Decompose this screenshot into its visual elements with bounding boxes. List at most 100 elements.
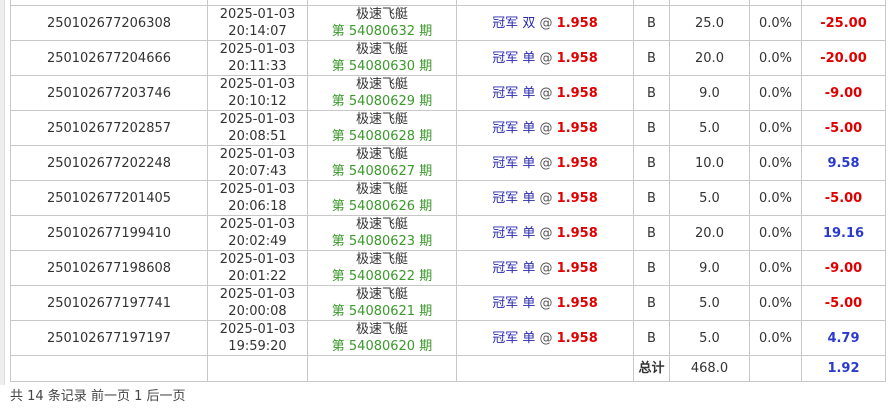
bet-time: 2025-01-03 20:00:08 [207, 285, 308, 321]
record-count: 共 14 条记录 [10, 389, 87, 404]
bet-clock: 20:14:07 [228, 24, 287, 39]
order-id: 250102677201405 [10, 180, 208, 216]
at-sign: @ [539, 260, 553, 276]
side: B [633, 215, 670, 251]
game-name: 极速飞艇 [355, 217, 408, 232]
bet-clock: 20:11:33 [228, 59, 287, 74]
bet-time: 2025-01-03 20:06:18 [207, 180, 308, 216]
amount: 5.0 [669, 285, 750, 321]
bet-clock: 20:01:22 [228, 269, 287, 284]
prev-page-link[interactable]: 前一页 [90, 389, 130, 404]
side: B [633, 320, 670, 356]
bet-type: 冠军 [492, 190, 519, 206]
bet-type: 冠军 [492, 155, 519, 171]
total-row: 总计 468.0 1.92 [10, 355, 886, 382]
game-cell: 极速飞艇第 54080630 期 [307, 40, 457, 76]
bet-pick: 单 [522, 155, 536, 171]
bet-type: 冠军 [492, 330, 519, 346]
bet-type: 冠军 [492, 15, 519, 31]
current-page[interactable]: 1 [134, 389, 143, 404]
result: 4.79 [801, 320, 886, 356]
bet-time: 2025-01-03 20:01:22 [207, 250, 308, 286]
bet-date: 2025-01-03 [219, 7, 296, 22]
bet-clock: 20:08:51 [228, 129, 287, 144]
side: B [633, 250, 670, 286]
bet-clock: 20:10:12 [228, 94, 287, 109]
table-row: 250102677202248 2025-01-03 20:07:43 极速飞艇第… [10, 145, 886, 181]
period: 第 54080620 期 [331, 339, 433, 354]
result: -9.00 [801, 75, 886, 111]
side: B [633, 110, 670, 146]
game-cell: 极速飞艇第 54080621 期 [307, 285, 457, 321]
rebate: 0.0% [749, 180, 802, 216]
period: 第 54080626 期 [331, 199, 433, 214]
odds: 1.958 [556, 225, 598, 241]
order-id: 250102677202248 [10, 145, 208, 181]
bet-type: 冠军 [492, 260, 519, 276]
order-id: 250102677198608 [10, 250, 208, 286]
bet-clock: 19:59:20 [228, 339, 287, 354]
period: 第 54080627 期 [331, 164, 433, 179]
side: B [633, 180, 670, 216]
at-sign: @ [539, 225, 553, 241]
game-cell: 极速飞艇第 54080627 期 [307, 145, 457, 181]
result: 9.58 [801, 145, 886, 181]
left-edge [0, 0, 5, 385]
game-cell: 极速飞艇第 54080632 期 [307, 5, 457, 41]
bet-content: 冠军 单 @ 1.958 [456, 110, 634, 146]
odds: 1.958 [556, 295, 598, 311]
at-sign: @ [539, 85, 553, 101]
game-name: 极速飞艇 [355, 322, 408, 337]
bet-time: 2025-01-03 19:59:20 [207, 320, 308, 356]
game-cell: 极速飞艇第 54080626 期 [307, 180, 457, 216]
amount: 5.0 [669, 180, 750, 216]
table-row: 250102677202857 2025-01-03 20:08:51 极速飞艇第… [10, 110, 886, 146]
result: -5.00 [801, 180, 886, 216]
bet-content: 冠军 单 @ 1.958 [456, 285, 634, 321]
side: B [633, 75, 670, 111]
period: 第 54080632 期 [331, 24, 433, 39]
rebate: 0.0% [749, 75, 802, 111]
period: 第 54080622 期 [331, 269, 433, 284]
game-name: 极速飞艇 [355, 252, 408, 267]
bet-type: 冠军 [492, 85, 519, 101]
bet-time: 2025-01-03 20:10:12 [207, 75, 308, 111]
game-name: 极速飞艇 [355, 182, 408, 197]
game-cell: 极速飞艇第 54080629 期 [307, 75, 457, 111]
next-page-link[interactable]: 后一页 [146, 389, 186, 404]
rebate: 0.0% [749, 250, 802, 286]
bet-type: 冠军 [492, 120, 519, 136]
amount: 5.0 [669, 320, 750, 356]
bet-pick: 单 [522, 120, 536, 136]
bet-date: 2025-01-03 [219, 77, 296, 92]
bet-records-table: 250102677206308 2025-01-03 20:14:07 极速飞艇第… [10, 0, 886, 382]
bet-content: 冠军 单 @ 1.958 [456, 250, 634, 286]
bet-time: 2025-01-03 20:02:49 [207, 215, 308, 251]
total-amount: 468.0 [669, 355, 750, 382]
table-row: 250102677201405 2025-01-03 20:06:18 极速飞艇第… [10, 180, 886, 216]
amount: 20.0 [669, 215, 750, 251]
order-id: 250102677204666 [10, 40, 208, 76]
order-id: 250102677197197 [10, 320, 208, 356]
bet-pick: 单 [522, 260, 536, 276]
bet-content: 冠军 单 @ 1.958 [456, 75, 634, 111]
total-result: 1.92 [801, 355, 886, 382]
bet-time: 2025-01-03 20:14:07 [207, 5, 308, 41]
table-row: 250102677204666 2025-01-03 20:11:33 极速飞艇第… [10, 40, 886, 76]
period: 第 54080623 期 [331, 234, 433, 249]
order-id: 250102677202857 [10, 110, 208, 146]
bet-type: 冠军 [492, 225, 519, 241]
rebate: 0.0% [749, 285, 802, 321]
amount: 5.0 [669, 110, 750, 146]
bet-pick: 单 [522, 190, 536, 206]
game-cell: 极速飞艇第 54080622 期 [307, 250, 457, 286]
bet-clock: 20:06:18 [228, 199, 287, 214]
amount: 9.0 [669, 250, 750, 286]
pagination: 共 14 条记录 前一页 1 后一页 [10, 385, 186, 404]
game-cell: 极速飞艇第 54080623 期 [307, 215, 457, 251]
odds: 1.958 [556, 190, 598, 206]
total-label: 总计 [633, 355, 670, 382]
rebate: 0.0% [749, 5, 802, 41]
side: B [633, 145, 670, 181]
table-row: 250102677199410 2025-01-03 20:02:49 极速飞艇第… [10, 215, 886, 251]
